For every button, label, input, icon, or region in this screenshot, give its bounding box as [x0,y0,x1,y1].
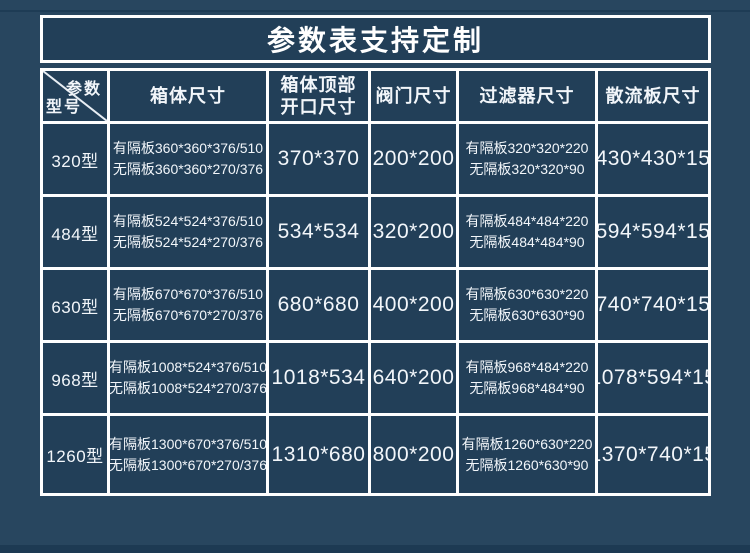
header-diffuser-size: 散流板尺寸 [598,71,708,121]
page-title: 参数表支持定制 [266,25,484,56]
filter-size-without-partition: 无隔板1260*630*90 [465,456,589,473]
valve-size-cell: 800*200 [371,416,456,493]
model-cell: 968型 [43,343,107,413]
model-cell: 320型 [43,124,107,194]
box-size-cell: 有隔板360*360*376/510 无隔板360*360*270/376 [110,124,266,194]
top-divider [0,10,750,12]
corner-header-cell: 参数 型号 [43,71,107,121]
box-size-cell: 有隔板670*670*376/510 无隔板670*670*270/376 [110,270,266,340]
filter-size-cell: 有隔板484*484*220 无隔板484*484*90 [459,197,595,267]
box-size-cell: 有隔板524*524*376/510 无隔板524*524*270/376 [110,197,266,267]
top-opening-cell: 1018*534 [269,343,368,413]
filter-size-without-partition: 无隔板968*484*90 [469,380,585,396]
filter-size-without-partition: 无隔板630*630*90 [469,307,585,323]
box-size-without-partition: 无隔板360*360*270/376 [112,161,264,177]
diffuser-size-cell: 1370*740*15 [598,416,708,493]
top-opening-cell: 370*370 [269,124,368,194]
bottom-strip [0,545,750,553]
title-banner: 参数表支持定制 [40,15,711,63]
filter-size-cell: 有隔板320*320*220 无隔板320*320*90 [459,124,595,194]
filter-size-without-partition: 无隔板320*320*90 [469,161,585,177]
box-size-without-partition: 无隔板670*670*270/376 [112,307,264,323]
filter-size-cell: 有隔板968*484*220 无隔板968*484*90 [459,343,595,413]
box-size-with-partition: 有隔板1008*524*376/510 [110,359,266,375]
corner-label-parameter: 参数 [65,81,102,98]
header-box-size: 箱体尺寸 [110,71,266,121]
box-size-cell: 有隔板1008*524*376/510 无隔板1008*524*270/376 [110,343,266,413]
filter-size-with-partition: 有隔板630*630*220 [465,286,589,302]
valve-size-cell: 400*200 [371,270,456,340]
top-opening-cell: 534*534 [269,197,368,267]
header-top-opening-size: 箱体顶部 开口尺寸 [269,71,368,121]
spec-table: 参数 型号 箱体尺寸 箱体顶部 开口尺寸 阀门尺寸 过滤器尺寸 散流板尺寸 32… [40,68,711,496]
box-size-without-partition: 无隔板1008*524*270/376 [110,380,266,396]
filter-size-with-partition: 有隔板320*320*220 [465,140,589,156]
valve-size-cell: 320*200 [371,197,456,267]
box-size-cell: 有隔板1300*670*376/510 无隔板1300*670*270/376 [110,416,266,493]
filter-size-without-partition: 无隔板484*484*90 [469,234,585,250]
box-size-without-partition: 无隔板1300*670*270/376 [110,456,266,473]
top-opening-cell: 680*680 [269,270,368,340]
filter-size-with-partition: 有隔板1260*630*220 [461,435,593,452]
box-size-with-partition: 有隔板524*524*376/510 [112,213,264,229]
header-valve-size: 阀门尺寸 [371,71,456,121]
diffuser-size-cell: 740*740*15 [598,270,708,340]
diffuser-size-cell: 594*594*15 [598,197,708,267]
model-cell: 484型 [43,197,107,267]
diffuser-size-cell: 1078*594*15 [598,343,708,413]
header-filter-size: 过滤器尺寸 [459,71,595,121]
model-cell: 1260型 [43,416,107,493]
model-cell: 630型 [43,270,107,340]
corner-label-model: 型号 [46,99,83,116]
valve-size-cell: 200*200 [371,124,456,194]
box-size-with-partition: 有隔板1300*670*376/510 [110,435,266,452]
filter-size-cell: 有隔板630*630*220 无隔板630*630*90 [459,270,595,340]
diffuser-size-cell: 430*430*15 [598,124,708,194]
diagonal-line [43,71,107,121]
filter-size-with-partition: 有隔板968*484*220 [465,359,589,375]
box-size-with-partition: 有隔板670*670*376/510 [112,286,264,302]
filter-size-with-partition: 有隔板484*484*220 [465,213,589,229]
valve-size-cell: 640*200 [371,343,456,413]
top-opening-cell: 1310*680 [269,416,368,493]
filter-size-cell: 有隔板1260*630*220 无隔板1260*630*90 [459,416,595,493]
box-size-without-partition: 无隔板524*524*270/376 [112,234,264,250]
box-size-with-partition: 有隔板360*360*376/510 [112,140,264,156]
